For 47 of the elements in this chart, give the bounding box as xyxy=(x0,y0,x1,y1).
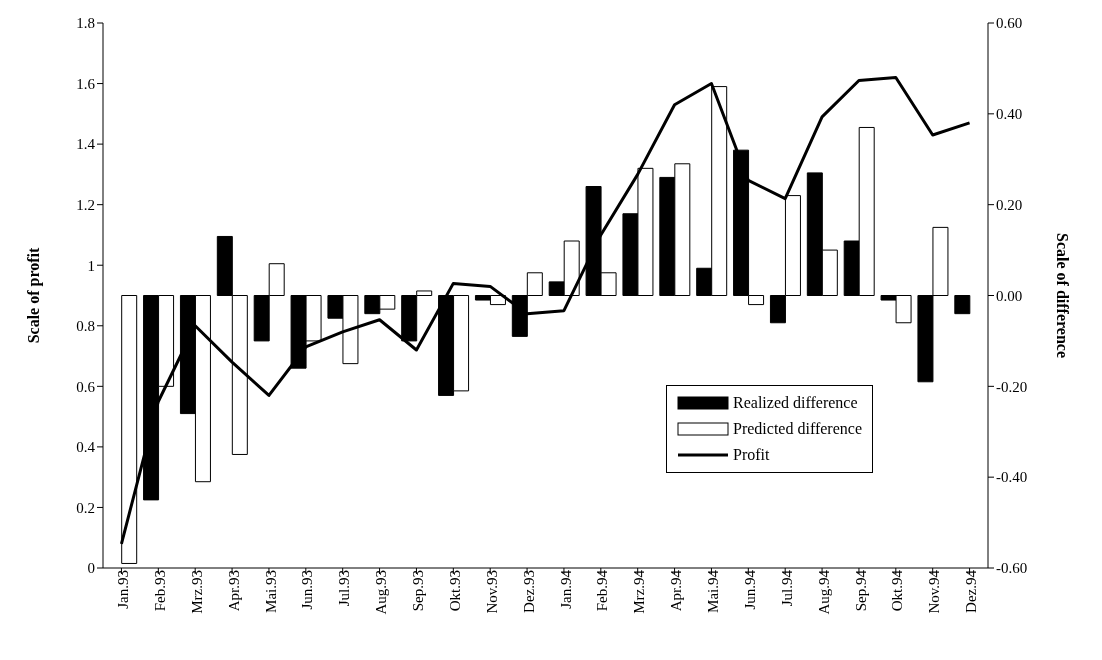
y-tick-label: 0.8 xyxy=(76,318,95,335)
x-tick-label: Mrz.93 xyxy=(188,570,205,614)
y-tick-label: 1.6 xyxy=(76,75,96,92)
y2-tick-label: -0.20 xyxy=(996,378,1028,395)
y-tick-label: 1.4 xyxy=(76,136,96,153)
legend-label: Predicted difference xyxy=(733,420,862,438)
x-tick-label: Dez.93 xyxy=(520,570,537,613)
x-tick-label: Dez.94 xyxy=(963,569,980,613)
y-tick-label: 1 xyxy=(87,257,95,274)
x-tick-label: Aug.93 xyxy=(373,570,390,615)
legend-label: Profit xyxy=(733,446,770,464)
y2-axis-title: Scale of difference xyxy=(1054,233,1072,358)
y2-tick-label: 0.40 xyxy=(996,106,1023,123)
x-tick-label: Aug.94 xyxy=(815,569,832,615)
y2-tick-label: 0.20 xyxy=(996,196,1023,213)
x-tick-label: Feb.94 xyxy=(594,569,611,612)
legend-label: Realized difference xyxy=(733,394,858,412)
y-tick-label: 1.2 xyxy=(76,196,95,213)
y-tick-label: 1.8 xyxy=(76,15,95,32)
x-tick-label: Okt.93 xyxy=(446,570,463,612)
y2-tick-label: 0.00 xyxy=(996,287,1023,304)
x-tick-label: Sep.93 xyxy=(410,570,427,612)
x-tick-label: Jul.93 xyxy=(336,570,353,607)
y2-tick-label: 0.60 xyxy=(996,15,1023,32)
x-tick-label: Mai.94 xyxy=(705,569,722,613)
x-tick-label: Jun.93 xyxy=(299,570,316,610)
y-tick-label: 0.6 xyxy=(76,378,96,395)
x-tick-label: Feb.93 xyxy=(151,570,168,612)
y-tick-label: 0.4 xyxy=(76,439,96,456)
x-tick-label: Jul.94 xyxy=(778,569,795,607)
x-tick-label: Jan.94 xyxy=(557,569,574,609)
bar xyxy=(954,295,971,315)
x-tick-label: Mrz.94 xyxy=(631,569,648,614)
x-tick-label: Jan.93 xyxy=(115,570,132,609)
x-tick-label: Mai.93 xyxy=(262,570,279,613)
x-tick-label: Apr.93 xyxy=(225,570,242,612)
x-tick-label: Apr.94 xyxy=(668,569,685,612)
y2-tick-label: -0.60 xyxy=(996,560,1028,577)
x-tick-label: Jun.94 xyxy=(741,569,758,610)
y-tick-label: 0 xyxy=(87,560,95,577)
x-tick-label: Sep.94 xyxy=(852,569,869,612)
x-tick-label: Nov.94 xyxy=(926,569,943,614)
x-tick-label: Nov.93 xyxy=(483,570,500,614)
y2-tick-label: -0.40 xyxy=(996,469,1028,486)
y-axis-title: Scale of profit xyxy=(24,246,43,344)
y-tick-label: 0.2 xyxy=(76,499,95,516)
x-tick-label: Okt.94 xyxy=(889,569,906,612)
